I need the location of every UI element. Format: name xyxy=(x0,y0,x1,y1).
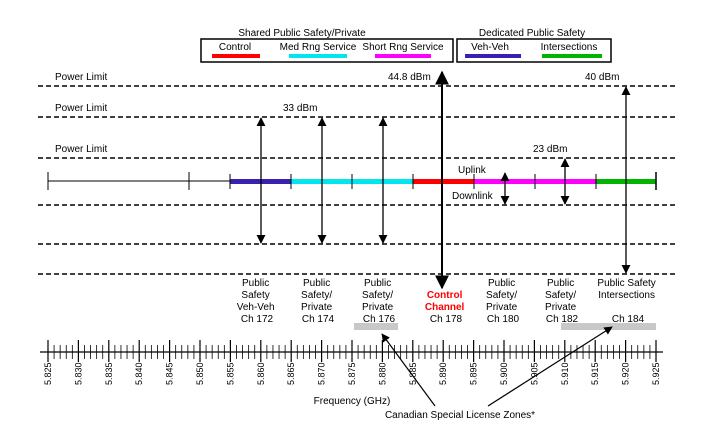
channel-label-ch172: Public Safety Veh-Veh Ch 172 xyxy=(237,278,278,325)
power-value-44-8: 44.8 dBm xyxy=(388,72,431,83)
power-limit-label-2: Power Limit xyxy=(55,103,107,114)
frequency-tick-label: 5.860 xyxy=(256,362,266,385)
channel-label-ch174: Public Safety/ Private Ch 174 xyxy=(301,278,335,325)
frequency-tick-label: 5.920 xyxy=(621,362,631,385)
power-value-23: 23 dBm xyxy=(533,144,567,155)
annotation-arrow-left xyxy=(381,333,436,407)
canadian-zone-bar-ch176 xyxy=(354,323,398,330)
legend-dedicated-title: Dedicated Public Safety xyxy=(479,28,585,39)
legend-dedicated-box xyxy=(456,38,612,63)
frequency-tick-label: 5.880 xyxy=(377,362,387,385)
legend-label-short-rng: Short Rng Service xyxy=(362,42,444,53)
frequency-tick-label: 5.910 xyxy=(560,362,570,385)
frequency-tick-label: 5.925 xyxy=(651,362,661,385)
frequency-tick-label: 5.865 xyxy=(286,362,296,385)
power-value-40: 40 dBm xyxy=(585,72,619,83)
downlink-label: Downlink xyxy=(452,191,494,202)
channel-label-ch178: Control Channel Ch 178 xyxy=(425,290,467,325)
frequency-tick-label: 5.850 xyxy=(195,362,205,385)
power-limit-label-3: Power Limit xyxy=(55,144,107,155)
frequency-tick-label: 5.875 xyxy=(347,362,357,385)
power-arrows xyxy=(256,70,631,290)
legend-swatch-control xyxy=(212,54,260,58)
legend-label-intersections: Intersections xyxy=(541,42,598,53)
frequency-tick-label: 5.870 xyxy=(317,362,327,385)
frequency-tick-label: 5.825 xyxy=(43,362,53,385)
frequency-axis-title: Frequency (GHz) xyxy=(314,396,391,407)
frequency-tick-label: 5.855 xyxy=(225,362,235,385)
legend-label-med-rng: Med Rng Service xyxy=(280,42,357,53)
channel-label-ch180: Public Safety/ Private Ch 180 xyxy=(486,278,520,325)
legend-label-control: Control xyxy=(219,42,251,53)
power-lines xyxy=(38,85,676,275)
legend-swatch-short-rng xyxy=(375,54,431,58)
frequency-tick-label: 5.840 xyxy=(134,362,144,385)
channel-label-ch176: Public Safety/ Private Ch 176 xyxy=(362,278,396,325)
legend-swatch-veh-veh xyxy=(465,54,521,58)
frequency-tick-label: 5.835 xyxy=(104,362,114,385)
channel-label-ch182: Public Safety/ Private Ch 182 xyxy=(545,278,579,325)
power-value-33: 33 dBm xyxy=(283,103,317,114)
canadian-zone-bar-ch182-184 xyxy=(561,323,656,330)
frequency-tick-label: 5.895 xyxy=(469,362,479,385)
power-limit-label-1: Power Limit xyxy=(55,72,107,83)
channel-labels: Public Safety Veh-Veh Ch 172 Public Safe… xyxy=(237,278,658,325)
frequency-tick-label: 5.900 xyxy=(499,362,509,385)
canadian-zones-annotation: Canadian Special License Zones* xyxy=(385,410,535,421)
legend-swatch-intersections xyxy=(542,54,602,58)
legend-shared-title: Shared Public Safety/Private xyxy=(238,28,366,39)
channel-label-ch184: Public Safety Intersections Ch 184 xyxy=(597,278,658,325)
frequency-tick-label: 5.845 xyxy=(165,362,175,385)
frequency-tick-label: 5.890 xyxy=(438,362,448,385)
legend-shared-box xyxy=(200,38,454,63)
annotation-arrow-right xyxy=(487,326,613,407)
band-segment-control xyxy=(413,179,474,184)
frequency-tick-label: 5.905 xyxy=(529,362,539,385)
uplink-label: Uplink xyxy=(458,165,487,176)
legend: Shared Public Safety/Private Dedicated P… xyxy=(200,28,612,63)
legend-swatch-med-rng xyxy=(289,54,347,58)
frequency-tick-label: 5.915 xyxy=(590,362,600,385)
frequency-tick-label: 5.830 xyxy=(73,362,83,385)
legend-label-veh-veh: Veh-Veh xyxy=(471,42,509,53)
frequency-tick-label: 5.885 xyxy=(408,362,418,385)
frequency-axis: 5.825 5.830 5.835 5.840 5.845 5.850 5.855 5.860… xyxy=(40,340,663,385)
